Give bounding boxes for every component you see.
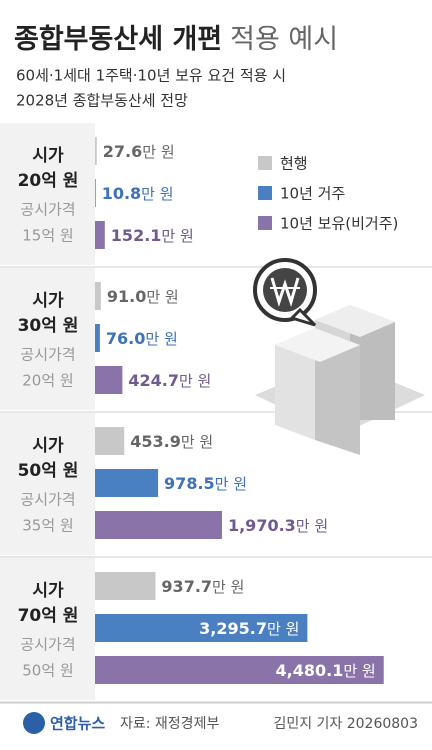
subcategory-label: 공시가격 xyxy=(20,346,75,364)
value-label: 424.7만 원 xyxy=(128,371,211,390)
value-number: 1,970.3 xyxy=(228,516,296,535)
value-unit: 만 원 xyxy=(161,227,193,245)
value-number: 76.0 xyxy=(106,329,145,348)
source: 자료: 재정경제부 xyxy=(120,716,219,732)
label-column xyxy=(0,558,95,700)
subcategory-label: 공시가격 xyxy=(20,201,75,219)
subcategory-label: 20억 원 xyxy=(22,372,73,390)
value-label: 937.7만 원 xyxy=(161,577,244,596)
logo-mark xyxy=(23,712,45,734)
category-label: 50억 원 xyxy=(18,461,79,481)
legend-label: 10년 거주 xyxy=(280,185,345,203)
value-number: 3,295.7 xyxy=(199,619,267,638)
building-illustration xyxy=(253,258,425,455)
value-number: 27.6 xyxy=(103,142,142,161)
legend-label: 현행 xyxy=(280,155,308,173)
value-number: 978.5 xyxy=(164,474,215,493)
legend-swatch xyxy=(258,156,272,170)
label-column xyxy=(0,268,95,410)
value-label: 152.1만 원 xyxy=(111,226,194,245)
value-label: 10.8만 원 xyxy=(102,184,174,203)
subtitle: 2028년 종합부동산세 전망 xyxy=(16,92,188,110)
value-unit: 만 원 xyxy=(343,662,375,680)
value-label: 453.9만 원 xyxy=(130,432,213,451)
bar xyxy=(95,324,100,352)
value-unit: 만 원 xyxy=(179,372,211,390)
subcategory-label: 공시가격 xyxy=(20,491,75,509)
value-number: 4,480.1 xyxy=(276,661,344,680)
bar xyxy=(95,137,97,165)
subcategory-label: 15억 원 xyxy=(22,227,73,245)
bar xyxy=(95,511,222,539)
label-column xyxy=(0,123,95,265)
bar xyxy=(95,469,159,497)
legend-swatch xyxy=(258,216,272,230)
category-label: 20억 원 xyxy=(18,171,79,191)
value-label: 4,480.1만 원 xyxy=(276,661,376,680)
bar xyxy=(95,221,105,249)
value-unit: 만 원 xyxy=(181,433,213,451)
value-label: 978.5만 원 xyxy=(164,474,247,493)
legend: 현행 10년 거주 10년 보유(비거주) xyxy=(258,155,398,233)
value-label: 3,295.7만 원 xyxy=(199,619,299,638)
value-unit: 만 원 xyxy=(146,288,178,306)
category-label: 시가 xyxy=(32,291,64,311)
subcategory-label: 공시가격 xyxy=(20,636,75,654)
value-unit: 만 원 xyxy=(296,517,328,535)
value-unit: 만 원 xyxy=(267,620,299,638)
bar xyxy=(95,427,125,455)
value-unit: 만 원 xyxy=(141,185,173,203)
category-label: 시가 xyxy=(32,436,64,456)
subcategory-label: 50억 원 xyxy=(22,662,73,680)
value-unit: 만 원 xyxy=(145,330,177,348)
value-number: 91.0 xyxy=(107,287,146,306)
bar xyxy=(95,366,123,394)
bar xyxy=(95,282,101,310)
subcategory-label: 35억 원 xyxy=(22,517,73,535)
value-label: 76.0만 원 xyxy=(106,329,178,348)
legend-swatch xyxy=(258,186,272,200)
chart-title: 종합부동산세 개편 적용 예시 xyxy=(14,24,338,55)
bar xyxy=(95,656,384,684)
value-number: 937.7 xyxy=(161,577,212,596)
title-light: 적용 예시 xyxy=(230,24,338,55)
value-label: 91.0만 원 xyxy=(107,287,179,306)
bar xyxy=(95,179,96,207)
value-label: 1,970.3만 원 xyxy=(228,516,328,535)
value-unit: 만 원 xyxy=(215,475,247,493)
category-label: 시가 xyxy=(32,581,64,601)
category-label: 시가 xyxy=(32,146,64,166)
legend-label: 10년 보유(비거주) xyxy=(280,215,398,233)
value-label: 27.6만 원 xyxy=(103,142,175,161)
credit: 김민지 기자 20260803 xyxy=(273,716,418,732)
bar xyxy=(95,572,156,600)
subtitle: 60세·1세대 1주택·10년 보유 요건 적용 시 xyxy=(16,67,286,85)
value-number: 152.1 xyxy=(111,226,162,245)
label-column xyxy=(0,413,95,555)
value-number: 10.8 xyxy=(102,184,141,203)
category-label: 70억 원 xyxy=(18,606,79,626)
bar xyxy=(95,614,308,642)
value-unit: 만 원 xyxy=(212,578,244,596)
logo: 연합뉴스 xyxy=(50,715,105,733)
title-bold: 종합부동산세 개편 xyxy=(14,24,222,55)
value-number: 424.7 xyxy=(128,371,179,390)
category-label: 30억 원 xyxy=(18,316,79,336)
value-unit: 만 원 xyxy=(142,143,174,161)
value-number: 453.9 xyxy=(130,432,181,451)
